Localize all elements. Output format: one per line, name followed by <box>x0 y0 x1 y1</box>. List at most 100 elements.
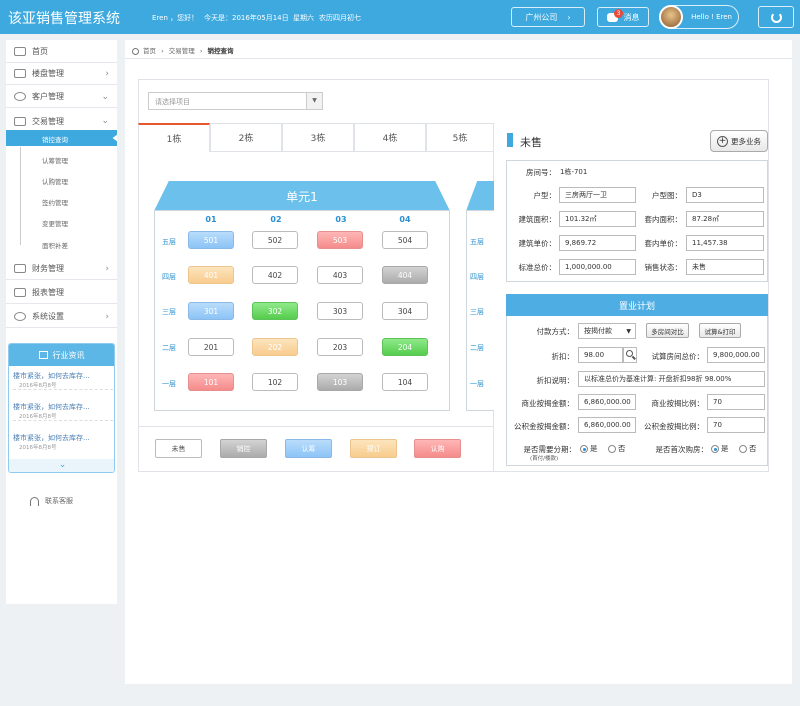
sidebar-sub-item-active[interactable] <box>6 130 117 146</box>
room-cell[interactable]: 401 <box>188 266 234 284</box>
room-cell[interactable]: 501 <box>188 231 234 249</box>
sidebar-item-property[interactable]: 楼盘管理 › <box>6 63 117 85</box>
news-item-date: 2016年8月8号 <box>19 414 57 420</box>
room-cell[interactable]: 104 <box>382 373 428 391</box>
build-area-field[interactable]: 101.32㎡ <box>559 211 636 227</box>
discount-field[interactable]: 98.00 <box>578 347 623 363</box>
room-cell[interactable]: 201 <box>188 338 234 356</box>
installment-no-radio[interactable]: 否 <box>608 443 626 454</box>
news-item[interactable]: 楼市紧张，如何去库存... 2016年8月8号 <box>13 371 113 390</box>
room-cell[interactable]: 302 <box>252 302 298 320</box>
layout-field[interactable]: 三房两厅一卫 <box>559 187 636 203</box>
room-cell[interactable]: 504 <box>382 231 428 249</box>
legend-item[interactable]: 销控 <box>220 439 267 458</box>
build-price-field[interactable]: 9,869.72 <box>559 235 636 251</box>
std-total-field[interactable]: 1,000,000.00 <box>559 259 636 275</box>
room-cell[interactable]: 304 <box>382 302 428 320</box>
sidebar-sub-item[interactable]: 面积补差 <box>42 242 68 250</box>
calc-print-button[interactable]: 试算&打印 <box>699 323 741 338</box>
news-item[interactable]: 楼市紧张，如何去库存... 2016年8月8号 <box>13 402 113 421</box>
room-cell[interactable]: 404 <box>382 266 428 284</box>
room-cell[interactable]: 402 <box>252 266 298 284</box>
room-cell[interactable]: 102 <box>252 373 298 391</box>
room-cell[interactable]: 101 <box>188 373 234 391</box>
sidebar-item-label: 首页 <box>32 47 48 56</box>
biz-loan-label: 商业按揭金额： <box>521 399 575 408</box>
news-item-title: 楼市紧张，如何去库存... <box>13 434 90 442</box>
chevron-right-icon: › <box>105 68 109 79</box>
logout-button[interactable] <box>758 6 794 28</box>
room-cell[interactable]: 303 <box>317 302 363 320</box>
biz-ratio-field[interactable]: 70 <box>707 394 765 410</box>
sidebar-item-label: 系统设置 <box>32 312 64 321</box>
room-cell[interactable]: 204 <box>382 338 428 356</box>
first-home-no-radio[interactable]: 否 <box>739 443 757 454</box>
sidebar-item-finance[interactable]: 财务管理 › <box>6 258 117 280</box>
more-business-button[interactable]: + 更多业务 <box>710 130 768 152</box>
column-header: 03 <box>335 215 347 224</box>
sidebar-item-customer[interactable]: 客户管理 ⌄ <box>6 86 117 108</box>
settings-icon <box>14 312 26 321</box>
layout-image-field[interactable]: D3 <box>686 187 764 203</box>
sidebar-sub-item[interactable]: 签约管理 <box>42 199 68 207</box>
room-cell[interactable]: 203 <box>317 338 363 356</box>
tab-building-1[interactable]: 1栋 <box>138 123 210 152</box>
sidebar-item-label: 报表管理 <box>32 288 64 297</box>
discount-label: 折扣： <box>551 352 575 361</box>
pay-method-select[interactable]: 按揭付款 ▼ <box>578 323 636 339</box>
sidebar-item-label: 财务管理 <box>32 264 64 273</box>
sidebar-sub-item[interactable]: 认筹管理 <box>42 157 68 165</box>
room-cell[interactable]: 301 <box>188 302 234 320</box>
sidebar-item-report[interactable]: 报表管理 <box>6 282 117 304</box>
tab-building-4[interactable]: 4栋 <box>354 123 426 152</box>
build-price-label: 建筑单价： <box>518 239 557 248</box>
legend-bar <box>138 426 494 472</box>
company-selector-button[interactable]: 广州公司 › <box>511 7 585 27</box>
discount-desc-field[interactable]: 以标准总价为基准计算: 开盘折扣98折 98.00% <box>578 371 765 387</box>
radio-checked-icon <box>711 445 719 453</box>
room-cell[interactable]: 502 <box>252 231 298 249</box>
messages-button[interactable]: 消息 <box>597 7 649 27</box>
breadcrumb-level1[interactable]: 交易管理 <box>168 47 195 55</box>
project-select-placeholder: 请选择项目 <box>155 98 190 106</box>
sidebar-sub-item[interactable]: 认购管理 <box>42 178 68 186</box>
room-cell[interactable]: 202 <box>252 338 298 356</box>
tab-building-2[interactable]: 2栋 <box>210 123 282 152</box>
news-expand-chevron-down-icon[interactable]: ⌄ <box>9 459 114 472</box>
home-icon <box>14 47 26 56</box>
fund-ratio-field[interactable]: 70 <box>707 417 765 433</box>
sidebar-item-settings[interactable]: 系统设置 › <box>6 306 117 328</box>
inner-price-field[interactable]: 11,457.38 <box>686 235 764 251</box>
news-item[interactable]: 楼市紧张，如何去库存... 2016年8月8号 <box>13 433 113 451</box>
room-cell[interactable]: 503 <box>317 231 363 249</box>
room-cell[interactable]: 103 <box>317 373 363 391</box>
compare-rooms-button[interactable]: 多房间对比 <box>646 323 689 338</box>
trial-total-field[interactable]: 9,800,000.00 <box>707 347 765 363</box>
legend-item[interactable]: 认购 <box>414 439 461 458</box>
biz-loan-field[interactable]: 6,860,000.00 <box>578 394 636 410</box>
tab-building-5[interactable]: 5栋 <box>426 123 494 152</box>
legend-item[interactable]: 预订 <box>350 439 397 458</box>
sidebar-item-trade[interactable]: 交易管理 ⌄ <box>6 110 117 132</box>
legend-item[interactable]: 认筹 <box>285 439 332 458</box>
breadcrumb-home[interactable]: 首页 <box>143 47 156 55</box>
avatar[interactable] <box>659 5 683 29</box>
project-select[interactable]: 请选择项目 ▼ <box>148 92 323 110</box>
search-icon[interactable] <box>623 347 637 363</box>
installment-yes-radio[interactable]: 是 <box>580 443 598 454</box>
sidebar-sub-item[interactable]: 变更管理 <box>42 220 68 228</box>
next-unit-floor-label: 四层 <box>470 273 484 281</box>
legend-item[interactable]: 未售 <box>155 439 202 458</box>
chevron-down-icon: ⌄ <box>101 116 109 126</box>
fund-loan-field[interactable]: 6,860,000.00 <box>578 417 636 433</box>
contact-support-link[interactable]: 联系客服 <box>30 496 73 506</box>
sidebar-item-home[interactable]: 首页 <box>6 41 117 63</box>
room-cell[interactable]: 403 <box>317 266 363 284</box>
floor-label: 四层 <box>162 273 176 281</box>
first-home-yes-radio[interactable]: 是 <box>711 443 729 454</box>
sale-status-field[interactable]: 未售 <box>686 259 764 275</box>
inner-area-field[interactable]: 87.28㎡ <box>686 211 764 227</box>
radio-label: 是 <box>590 444 598 453</box>
chevron-right-icon: › <box>105 263 109 274</box>
tab-building-3[interactable]: 3栋 <box>282 123 354 152</box>
